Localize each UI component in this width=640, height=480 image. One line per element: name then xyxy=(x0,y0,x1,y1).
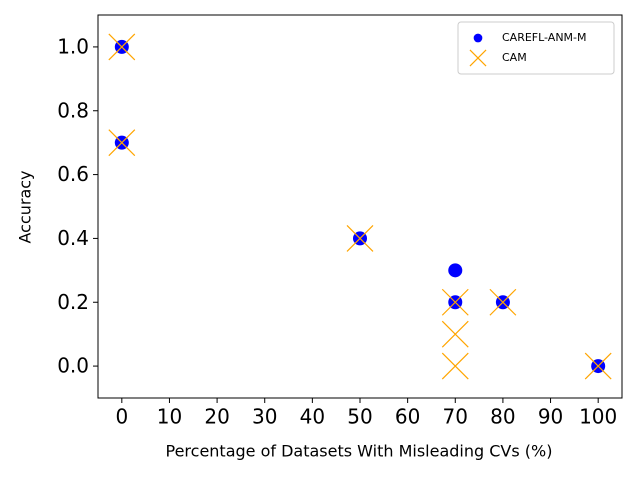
point xyxy=(448,263,463,278)
x-tick-label: 80 xyxy=(490,405,515,429)
y-tick-label: 0.0 xyxy=(57,354,89,378)
y-axis-label: Accuracy xyxy=(16,170,35,243)
y-tick-label: 0.8 xyxy=(57,98,89,122)
x-axis-label: Percentage of Datasets With Misleading C… xyxy=(166,442,553,461)
x-tick-label: 70 xyxy=(443,405,468,429)
x-tick-label: 40 xyxy=(300,405,325,429)
legend-box xyxy=(457,21,615,75)
legend-label: CAM xyxy=(502,51,527,64)
point xyxy=(346,224,374,252)
x-tick-label: 60 xyxy=(395,405,420,429)
point xyxy=(441,352,469,380)
x-tick-label: 100 xyxy=(579,405,617,429)
x-tick-label: 20 xyxy=(204,405,229,429)
y-tick-label: 0.6 xyxy=(57,162,89,186)
point xyxy=(108,33,136,61)
point xyxy=(584,352,612,380)
y-tick-label: 0.2 xyxy=(57,290,89,314)
plot-frame xyxy=(97,14,623,399)
point xyxy=(441,288,469,316)
x-tick-label: 30 xyxy=(252,405,277,429)
legend-marker xyxy=(469,49,487,67)
point xyxy=(441,320,469,348)
legend: CAREFL-ANM-M CAM xyxy=(457,21,615,75)
point xyxy=(489,288,517,316)
legend-label: CAREFL-ANM-M xyxy=(502,31,587,44)
y-tick-label: 0.4 xyxy=(57,226,89,250)
x-tick-label: 0 xyxy=(115,405,128,429)
y-tick-label: 1.0 xyxy=(57,34,89,58)
point xyxy=(108,129,136,157)
legend-marker xyxy=(473,33,483,43)
x-tick-label: 50 xyxy=(347,405,372,429)
x-tick-label: 10 xyxy=(157,405,182,429)
x-tick-label: 90 xyxy=(538,405,563,429)
